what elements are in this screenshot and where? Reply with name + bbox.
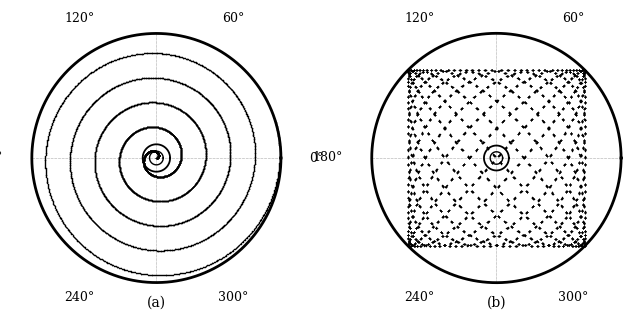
Text: 300°: 300° [218, 291, 248, 304]
Text: 240°: 240° [65, 291, 95, 304]
Text: 120°: 120° [404, 12, 435, 25]
Title: (b): (b) [486, 295, 506, 310]
Text: 180°: 180° [0, 151, 3, 165]
Text: 60°: 60° [222, 12, 244, 25]
Text: 60°: 60° [562, 12, 584, 25]
Text: 300°: 300° [558, 291, 588, 304]
Text: 180°: 180° [313, 151, 343, 165]
Title: (a): (a) [147, 295, 166, 310]
Text: 240°: 240° [404, 291, 435, 304]
Text: 0°: 0° [310, 151, 324, 165]
Text: 120°: 120° [65, 12, 95, 25]
